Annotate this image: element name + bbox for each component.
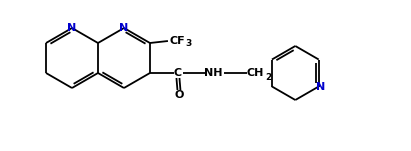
Text: O: O (174, 90, 184, 100)
Text: NH: NH (204, 68, 222, 78)
Text: N: N (119, 23, 129, 33)
Text: 3: 3 (185, 40, 191, 48)
Text: CF: CF (170, 36, 186, 46)
Text: 2: 2 (265, 72, 271, 82)
Text: N: N (67, 23, 76, 33)
Text: N: N (316, 82, 326, 92)
Text: C: C (174, 68, 182, 78)
Text: CH: CH (246, 68, 263, 78)
